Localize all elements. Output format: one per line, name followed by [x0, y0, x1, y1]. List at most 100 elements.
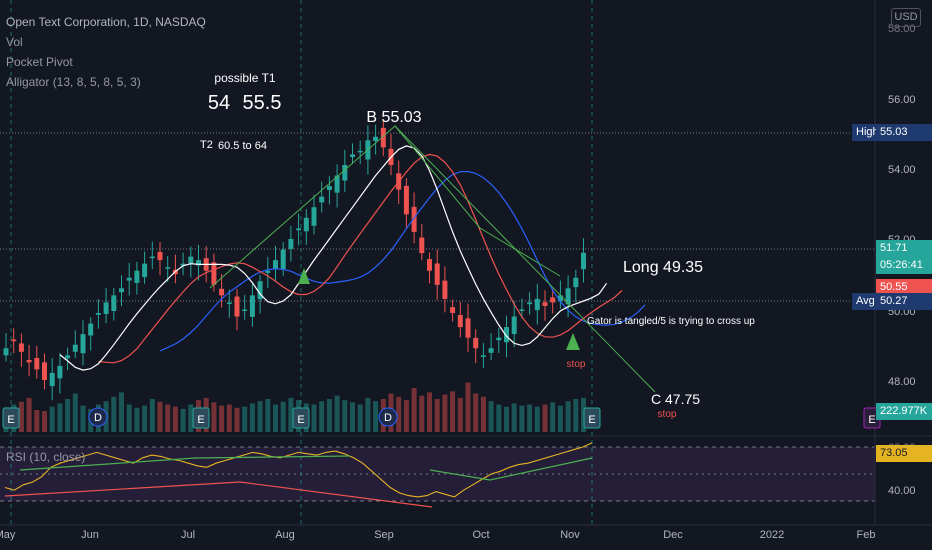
volume-bar — [334, 395, 340, 432]
volume-bar — [473, 393, 479, 432]
candle-body — [319, 196, 325, 203]
candle-body — [303, 217, 309, 232]
candle-body — [457, 315, 463, 328]
dividend-marker[interactable]: D — [378, 407, 398, 427]
candle-body — [103, 302, 109, 314]
high-value-tag: 55.03 — [876, 124, 932, 141]
volume-bar — [542, 404, 548, 432]
indicator-alligator[interactable]: Alligator (13, 8, 5, 8, 5, 3) — [6, 75, 141, 89]
candle-body — [288, 238, 294, 249]
candle-body — [334, 175, 340, 193]
annotation-t2-range: 60.5 to 64 — [218, 140, 267, 152]
earnings-marker-text: E — [868, 414, 875, 426]
candle-body — [88, 323, 94, 336]
earnings-marker-text: E — [297, 414, 304, 426]
candle-body — [527, 302, 533, 305]
volume-bar — [450, 391, 456, 432]
volume-bar — [319, 401, 325, 432]
dividend-marker[interactable]: D — [88, 407, 108, 427]
candle-body — [565, 288, 571, 305]
candle-body — [557, 295, 563, 302]
earnings-marker-text: E — [7, 414, 14, 426]
candle-body — [480, 355, 486, 357]
trend-line-up — [209, 125, 561, 289]
candle-body — [157, 251, 163, 261]
candle-body — [42, 362, 47, 380]
volume-bar — [411, 388, 417, 432]
candles — [3, 118, 586, 401]
candle-body — [350, 154, 355, 158]
volume-bar — [119, 392, 124, 432]
volume-bar — [180, 408, 186, 432]
alligator-teeth — [98, 153, 623, 364]
candle-body — [411, 206, 417, 232]
candle-body — [72, 344, 78, 352]
time-tick: Oct — [472, 529, 489, 541]
rsi-label[interactable]: RSI (10, close) — [6, 450, 86, 464]
candle-body — [234, 296, 240, 317]
candle-body — [57, 365, 63, 379]
volume-bar — [234, 407, 240, 432]
volume-bar — [373, 401, 379, 432]
earnings-marker[interactable]: E — [583, 407, 601, 429]
candle-body — [581, 252, 586, 270]
volume-bar — [49, 406, 55, 432]
volume-bar — [249, 403, 255, 432]
annotation-t2-label: T2 — [200, 139, 213, 151]
annotation-c-point: C 47.75 — [651, 391, 700, 407]
avg-label-tag: Avg — [852, 293, 879, 310]
candle-body — [49, 372, 55, 387]
time-tick: 2022 — [760, 529, 784, 541]
volume-bar — [488, 401, 494, 432]
candle-body — [211, 262, 217, 285]
candle-body — [196, 260, 201, 266]
candle-body — [419, 237, 425, 254]
candle-body — [126, 277, 132, 281]
annotation-gator: Gator is tangled/5 is trying to cross up — [587, 316, 755, 327]
time-tick: Sep — [374, 529, 394, 541]
candle-body — [134, 270, 140, 283]
candle-body — [242, 309, 248, 311]
candle-body — [180, 263, 186, 266]
rsi-line — [4, 442, 593, 498]
indicator-vol[interactable]: Vol — [6, 35, 23, 49]
candle-body — [504, 327, 509, 343]
candle-body — [273, 260, 278, 270]
volume-bar — [442, 394, 448, 432]
volume-bar — [111, 396, 117, 432]
volume-bar — [504, 406, 509, 432]
volume-bar — [42, 411, 47, 432]
volume-bar — [242, 406, 248, 432]
candle-body — [219, 288, 225, 296]
annotation-b-point: B 55.03 — [366, 109, 421, 126]
volume-bar — [573, 399, 579, 432]
earnings-marker[interactable]: E — [2, 407, 20, 429]
candle-body — [280, 249, 286, 269]
candle-body — [26, 359, 32, 363]
indicator-pocket-pivot[interactable]: Pocket Pivot — [6, 55, 73, 69]
candle-body — [450, 307, 456, 313]
last-price-tag: 51.71 — [876, 240, 932, 257]
candle-body — [519, 309, 525, 311]
earnings-marker[interactable]: E — [292, 407, 310, 429]
avg-value-tag: 50.27 — [876, 293, 932, 310]
alligator-jaw — [159, 170, 646, 352]
volume-bar — [427, 392, 432, 432]
rsi-red-trend — [239, 481, 433, 508]
volume-bar — [557, 405, 563, 432]
candle-body — [427, 259, 432, 271]
volume-bar — [550, 402, 556, 432]
trend-line-down — [394, 125, 656, 393]
rsi-green-trend — [429, 457, 593, 481]
candle-body — [265, 270, 271, 273]
annotation-stop-1: stop — [567, 359, 586, 370]
volume-bar — [165, 404, 171, 432]
candle-body — [311, 207, 317, 226]
annotation-long: Long 49.35 — [623, 259, 703, 276]
volume-tag: 222.977K — [876, 403, 932, 420]
earnings-marker[interactable]: E — [192, 407, 210, 429]
currency-button[interactable]: USD — [891, 8, 921, 27]
volume-bar — [65, 399, 71, 432]
volume-bar — [188, 404, 194, 432]
